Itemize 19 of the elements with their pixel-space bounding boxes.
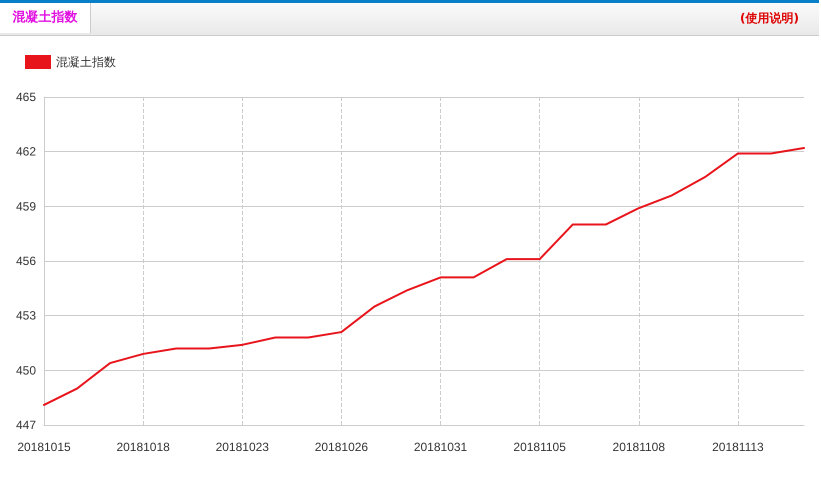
line-series bbox=[43, 147, 805, 406]
text: (使用说明) bbox=[740, 10, 799, 27]
x-tick-label: 20181026 bbox=[314, 440, 368, 454]
y-tick-label: 459 bbox=[16, 199, 36, 214]
y-tick-label: 465 bbox=[16, 90, 36, 104]
x-tick-label: 20181015 bbox=[17, 440, 72, 454]
y-tick-label: 462 bbox=[16, 144, 36, 159]
x-tick-label: 20181031 bbox=[414, 440, 468, 454]
x-tick-label: 20181023 bbox=[216, 440, 270, 454]
x-tick-label: 20181105 bbox=[513, 440, 566, 454]
x-tick-label: 20181018 bbox=[116, 440, 170, 454]
x-tick-label: 20181113 bbox=[712, 440, 764, 454]
y-tick-label: 450 bbox=[16, 363, 36, 378]
y-tick-label: 456 bbox=[16, 254, 36, 268]
y-tick-label: 453 bbox=[16, 308, 36, 323]
x-tick-label: 20181108 bbox=[612, 440, 666, 454]
chart-title: 混凝土指数 bbox=[0, 3, 91, 33]
y-tick-label: 447 bbox=[16, 418, 36, 432]
legend-label: 混凝土指数 bbox=[56, 55, 116, 69]
